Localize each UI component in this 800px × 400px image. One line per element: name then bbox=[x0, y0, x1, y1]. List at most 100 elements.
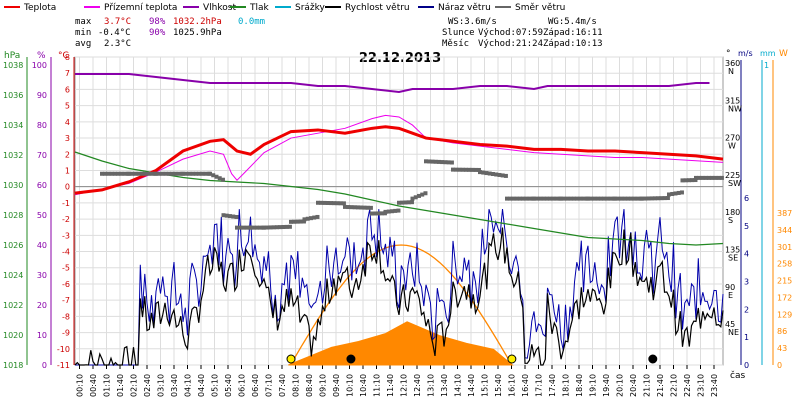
wind-direction-point bbox=[616, 196, 621, 201]
wind-direction-point bbox=[335, 201, 340, 206]
x-tick-label: 05:40 bbox=[224, 374, 233, 397]
pressure-tick-label: 1024 bbox=[3, 271, 23, 280]
temp-tick-label: 4 bbox=[65, 118, 70, 127]
wind-direction-point bbox=[281, 225, 286, 230]
wind-direction-point bbox=[568, 196, 573, 201]
wind-tick-label: 5 bbox=[744, 222, 749, 231]
wind-direction-point bbox=[505, 196, 509, 201]
wind-direction-point bbox=[379, 211, 384, 216]
wind-direction-point bbox=[365, 205, 370, 210]
info-ws: WS:3.6m/s bbox=[448, 17, 497, 27]
wind-direction-point bbox=[224, 213, 229, 218]
wind-direction-point bbox=[586, 196, 590, 201]
info-moonset: Západ:10:13 bbox=[543, 39, 603, 49]
wind-direction-point bbox=[154, 171, 158, 176]
wind-direction-point bbox=[166, 171, 171, 176]
wind-direction-point bbox=[160, 171, 165, 176]
x-tick-label: 01:40 bbox=[116, 374, 125, 397]
stats-max-press: 1032.2hPa bbox=[173, 17, 222, 27]
wind-direction-point bbox=[649, 196, 654, 201]
unit-degc: °C bbox=[58, 51, 69, 61]
wind-direction-point bbox=[220, 177, 225, 182]
wind-direction-point bbox=[635, 196, 640, 201]
wind-direction-point bbox=[163, 171, 168, 176]
direction-tick-dir: SW bbox=[728, 179, 741, 188]
direction-tick-dir: NW bbox=[728, 104, 742, 113]
wind-direction-point bbox=[292, 219, 297, 224]
x-tick-label: 04:10 bbox=[184, 374, 193, 397]
wind-direction-point bbox=[451, 167, 455, 172]
direction-tick-deg: 45 bbox=[725, 320, 735, 329]
wind-direction-point bbox=[454, 167, 459, 172]
wind-gust-line bbox=[75, 208, 724, 366]
wind-direction-point bbox=[325, 200, 330, 205]
wind-direction-point bbox=[554, 196, 559, 201]
wind-direction-point bbox=[258, 225, 263, 230]
x-tick-label: 16:40 bbox=[521, 374, 530, 397]
info-sunset: Západ:16:11 bbox=[543, 28, 603, 38]
wind-direction-point bbox=[416, 193, 421, 198]
wind-direction-point bbox=[478, 170, 482, 175]
humidity-tick-label: 70 bbox=[37, 151, 47, 160]
solar-tick-label: 344 bbox=[777, 226, 792, 235]
wind-direction-point bbox=[484, 171, 489, 176]
wind-tick-label: 1 bbox=[744, 333, 749, 342]
temp-tick-label: -7 bbox=[62, 296, 70, 305]
wind-direction-point bbox=[440, 160, 445, 165]
wind-direction-point bbox=[396, 208, 401, 213]
axis-units: hPa % °C ° m/s mm W čas bbox=[4, 49, 788, 381]
info-sunrise: Východ:07:59 bbox=[478, 28, 543, 38]
x-tick-label: 18:10 bbox=[562, 374, 571, 397]
x-tick-label: 04:40 bbox=[197, 374, 206, 397]
wind-direction-point bbox=[481, 170, 486, 175]
wind-direction-point bbox=[548, 196, 553, 201]
x-tick-label: 10:40 bbox=[359, 374, 368, 397]
wind-direction-point bbox=[373, 211, 378, 216]
solar-tick-label: 86 bbox=[777, 327, 787, 336]
wind-direction-point bbox=[716, 175, 721, 180]
wind-direction-point bbox=[413, 195, 418, 200]
wind-direction-point bbox=[302, 217, 307, 222]
wind-direction-point bbox=[349, 205, 354, 210]
legend-label: Vlhkost bbox=[203, 3, 236, 13]
wind-direction-point bbox=[322, 200, 327, 205]
wind-direction-point bbox=[622, 196, 627, 201]
wind-direction-point bbox=[640, 196, 644, 201]
wind-direction-point bbox=[581, 196, 586, 201]
temp-tick-label: -5 bbox=[62, 264, 70, 273]
info-block: WS:3.6m/s WG:5.4m/s Slunce Východ:07:59 … bbox=[442, 17, 603, 49]
wind-direction-point bbox=[383, 209, 388, 214]
wind-direction-point bbox=[667, 192, 671, 197]
wind-direction-point bbox=[157, 171, 162, 176]
wind-direction-point bbox=[503, 173, 508, 178]
wind-direction-point bbox=[497, 172, 502, 177]
temp-tick-label: -6 bbox=[62, 280, 70, 289]
wind-direction-point bbox=[193, 171, 198, 176]
wind-direction-point bbox=[146, 171, 151, 176]
wind-direction-point bbox=[595, 196, 600, 201]
solar-radiation-area bbox=[288, 321, 514, 366]
wind-direction-point bbox=[460, 167, 465, 172]
wind-direction-point bbox=[289, 219, 293, 224]
wind-direction-point bbox=[544, 196, 549, 201]
pressure-tick-label: 1036 bbox=[3, 91, 23, 100]
wind-direction-point bbox=[203, 171, 208, 176]
wind-direction-point bbox=[116, 171, 121, 176]
unit-deg: ° bbox=[726, 49, 731, 59]
solar-tick-label: 172 bbox=[777, 293, 792, 302]
x-tick-label: 11:40 bbox=[386, 374, 395, 397]
wind-direction-point bbox=[315, 214, 320, 219]
wind-direction-point bbox=[200, 171, 205, 176]
wind-direction-point bbox=[690, 178, 695, 183]
wind-direction-point bbox=[133, 171, 138, 176]
humidity-tick-label: 0 bbox=[42, 361, 47, 370]
info-wg: WG:5.4m/s bbox=[548, 17, 597, 27]
wind-direction-point bbox=[312, 215, 317, 220]
wind-direction-point bbox=[473, 167, 478, 172]
temp-tick-label: 8 bbox=[65, 53, 70, 62]
wind-direction-point bbox=[476, 167, 481, 172]
wind-direction-point bbox=[706, 175, 711, 180]
wind-direction-point bbox=[713, 175, 718, 180]
